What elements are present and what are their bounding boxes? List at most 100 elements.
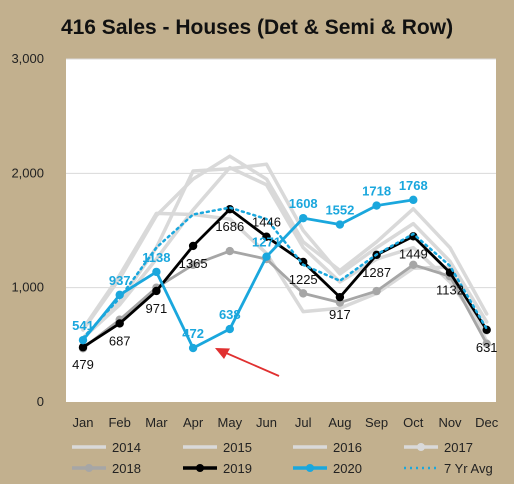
series-line	[81, 198, 415, 350]
annotations	[215, 348, 280, 377]
data-point	[335, 220, 345, 229]
data-label: 1686	[215, 219, 244, 234]
x-tick-label: Apr	[183, 415, 204, 430]
y-tick-label: 3,000	[11, 51, 44, 66]
data-point	[482, 339, 491, 348]
data-labels: 479 687 971 1365 1686 1446 1225 917 1287 1449 1132…	[72, 178, 497, 372]
x-tick-label: Aug	[328, 415, 351, 430]
data-point	[225, 324, 234, 334]
data-label: 1138	[142, 250, 170, 265]
series-7-yr-avg	[81, 206, 488, 340]
data-label: 638	[219, 307, 241, 322]
legend: 2014 2015 2016 2017 2018 2019 2020 7 Yr Avg	[72, 440, 493, 476]
series-2015	[81, 162, 489, 340]
data-label: 1768	[399, 178, 428, 193]
x-tick-label: Jan	[73, 415, 94, 430]
data-point	[262, 252, 271, 261]
legend-item-2019: 2019	[183, 461, 252, 476]
x-tick-label: May	[218, 415, 243, 430]
data-label: 541	[72, 318, 94, 333]
gridlines	[66, 58, 496, 289]
data-label: 971	[146, 301, 168, 316]
legend-label: 2017	[444, 440, 473, 455]
data-label: 1446	[252, 215, 281, 230]
x-tick-label: Jul	[295, 415, 312, 430]
x-tick-label: Feb	[108, 415, 130, 430]
chart-title: 416 Sales - Houses (Det & Semi & Row)	[61, 16, 453, 39]
legend-marker	[417, 443, 425, 451]
legend-item-2017: 2017	[404, 440, 473, 455]
data-point	[262, 232, 271, 241]
data-point	[188, 260, 198, 269]
x-tick-label: Nov	[438, 415, 462, 430]
legend-label: 2019	[223, 461, 252, 476]
legend-item-2016: 2016	[293, 440, 362, 455]
series-2020	[78, 195, 418, 353]
series-line	[81, 165, 489, 340]
legend-marker	[85, 464, 93, 472]
data-label: 687	[109, 333, 131, 348]
x-tick-label: Oct	[403, 415, 424, 430]
data-point	[188, 343, 198, 353]
series-lines	[78, 154, 491, 353]
legend-item-2015: 2015	[183, 440, 252, 455]
data-point	[482, 325, 491, 335]
series-line	[81, 206, 488, 340]
data-label: 1718	[362, 184, 391, 199]
data-point	[372, 286, 381, 296]
arrow-head	[215, 348, 230, 359]
x-tick-label: Dec	[475, 415, 499, 430]
legend-marker	[306, 464, 314, 472]
data-label: 1449	[399, 246, 428, 261]
data-point	[78, 335, 88, 345]
series-2019	[78, 205, 491, 352]
y-tick-label: 2,000	[11, 165, 44, 180]
legend-label: 2020	[333, 461, 362, 476]
data-point	[225, 246, 234, 256]
y-axis-ticks: 0 1,000 2,000 3,000	[11, 51, 44, 409]
legend-item-2018: 2018	[72, 461, 141, 476]
x-tick-label: Jun	[256, 415, 277, 430]
legend-label: 2015	[223, 440, 252, 455]
plot-area	[66, 59, 496, 402]
legend-item-7-yr-avg: 7 Yr Avg	[404, 461, 493, 476]
data-label: 1132	[436, 283, 464, 298]
data-point	[299, 257, 308, 267]
data-label: 1225	[289, 272, 318, 287]
data-label: 631	[476, 340, 498, 355]
y-tick-label: 0	[37, 394, 44, 409]
legend-label: 2018	[112, 461, 141, 476]
legend-marker	[196, 464, 204, 472]
data-label: 1271	[252, 235, 281, 250]
data-point	[115, 319, 124, 328]
x-tick-label: Sep	[365, 415, 388, 430]
x-axis-ticks: Jan Feb Mar Apr May Jun Jul Aug Sep Oct Nov Dec	[73, 415, 499, 430]
y-tick-label: 1,000	[11, 280, 44, 295]
data-label: 472	[182, 326, 204, 341]
data-label: 937	[109, 273, 131, 288]
legend-label: 7 Yr Avg	[444, 461, 493, 476]
legend-item-2020: 2020	[293, 461, 362, 476]
data-label: 1552	[325, 203, 354, 218]
arrow-line	[224, 351, 280, 377]
x-tick-label: Mar	[145, 415, 168, 430]
data-point	[409, 260, 418, 269]
data-point	[78, 343, 88, 352]
series-line	[81, 249, 489, 350]
data-point	[152, 267, 161, 277]
series-line	[81, 162, 489, 340]
data-point	[152, 286, 161, 296]
data-point	[299, 289, 308, 298]
data-point	[409, 195, 418, 205]
data-label: 1365	[179, 256, 208, 271]
legend-item-2014: 2014	[72, 440, 141, 455]
series-2014	[81, 165, 489, 340]
legend-label: 2016	[333, 440, 362, 455]
series-line	[81, 207, 489, 349]
data-point	[372, 201, 381, 210]
data-label: 1287	[362, 265, 391, 280]
legend-label: 2014	[112, 440, 141, 455]
data-point	[335, 292, 345, 302]
